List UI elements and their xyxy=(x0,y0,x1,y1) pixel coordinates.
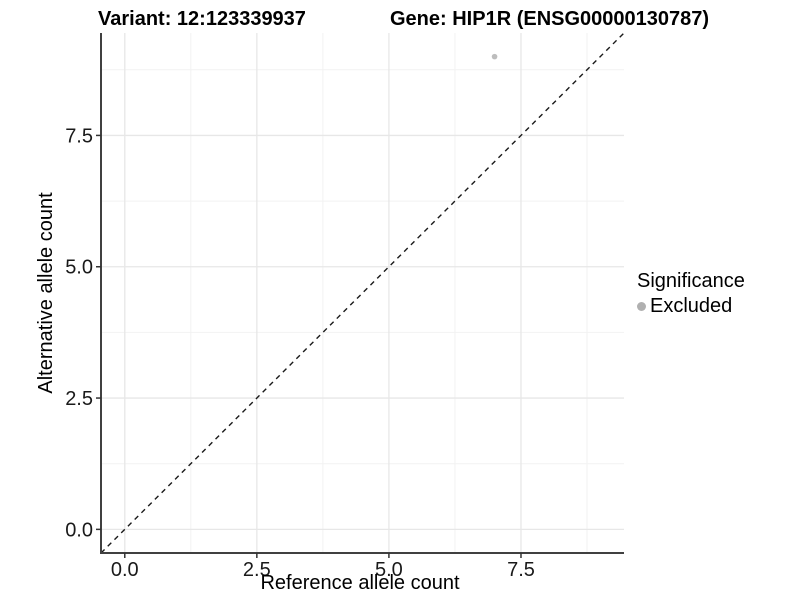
y-tick-label: 2.5 xyxy=(65,388,93,410)
plot-title-variant: Variant: 12:123339937 xyxy=(98,8,306,30)
legend-item-excluded: Excluded xyxy=(637,295,745,317)
y-tick-label: 5.0 xyxy=(65,257,93,279)
legend: Significance Excluded xyxy=(637,270,745,317)
plot-title-gene: Gene: HIP1R (ENSG00000130787) xyxy=(390,8,709,30)
plot-panel-content: 0.0 2.5 5.0 7.5 0.0 2.5 5.0 7.5 xyxy=(65,32,625,581)
x-axis-title: Reference allele count xyxy=(260,572,459,594)
y-tick-label: 0.0 xyxy=(65,519,93,541)
legend-key-dot xyxy=(637,301,646,311)
legend-item-label: Excluded xyxy=(650,295,733,317)
plot-panel-background xyxy=(101,33,624,553)
x-tick-label: 2.5 xyxy=(243,559,271,581)
legend-title: Significance xyxy=(637,270,745,292)
y-tick-label: 7.5 xyxy=(65,125,93,147)
x-tick-label: 5.0 xyxy=(375,559,403,581)
y-axis-title: Alternative allele count xyxy=(35,192,57,394)
data-point xyxy=(491,53,498,60)
x-tick-label: 0.0 xyxy=(111,559,139,581)
x-tick-label: 7.5 xyxy=(507,559,535,581)
